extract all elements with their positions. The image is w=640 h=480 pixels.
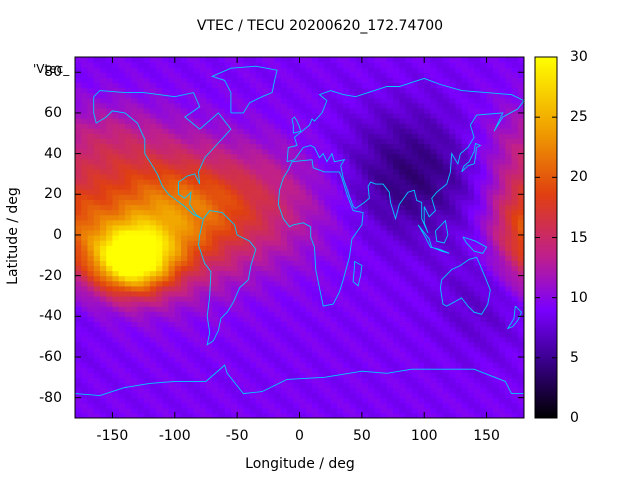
colorbar-tick-label: 30 bbox=[570, 49, 588, 65]
x-tick-label: 100 bbox=[410, 428, 438, 444]
new-zealand-coast bbox=[506, 305, 523, 330]
axis-tick-marks bbox=[75, 57, 524, 418]
vtec-heatmap bbox=[75, 57, 524, 418]
indonesia-coast bbox=[417, 224, 450, 254]
borneo-coast bbox=[434, 219, 449, 244]
x-tick-label: -100 bbox=[158, 428, 191, 444]
colorbar-tick-label: 10 bbox=[570, 289, 588, 306]
y-tick-label: 0 bbox=[53, 226, 62, 243]
south-america-coast bbox=[198, 210, 257, 346]
x-tick-label: 0 bbox=[295, 428, 304, 444]
colorbar-tick-marks bbox=[535, 56, 557, 419]
north-america-coast bbox=[93, 90, 232, 220]
greenland-coast bbox=[210, 65, 278, 114]
y-tick-label: 40 bbox=[44, 145, 62, 162]
antarctica-coast bbox=[75, 364, 524, 397]
colorbar-tick-label: 5 bbox=[570, 349, 579, 366]
coastline-outlines bbox=[75, 65, 524, 397]
eurasia-coast bbox=[286, 77, 524, 234]
australia-coast bbox=[439, 256, 491, 315]
y-tick-label: -40 bbox=[39, 308, 62, 325]
colorbar-tick-label: 15 bbox=[570, 229, 588, 246]
colorbar-tick-label: 25 bbox=[570, 109, 588, 126]
y-axis-label: Latitude / deg bbox=[5, 187, 21, 285]
y-tick-label: 60 bbox=[44, 104, 62, 121]
x-tick-label: -50 bbox=[225, 428, 249, 444]
x-tick-label: 150 bbox=[473, 428, 500, 444]
series-key-label: 'Vtec_ bbox=[33, 62, 70, 76]
y-tick-label: -60 bbox=[39, 348, 62, 365]
y-tick-label: -80 bbox=[39, 389, 62, 406]
y-tick-label: 20 bbox=[44, 186, 62, 203]
new-guinea-coast bbox=[462, 236, 488, 254]
africa-coast bbox=[277, 159, 364, 307]
colorbar-tick-label: 20 bbox=[570, 169, 588, 186]
y-tick-label: 80 bbox=[44, 64, 62, 81]
madagascar-coast bbox=[352, 261, 363, 287]
chart-title: VTEC / TECU 20200620_172.74700 bbox=[196, 18, 444, 34]
colorbar-tick-label: 0 bbox=[570, 410, 579, 426]
japan-coast bbox=[461, 142, 482, 173]
uk-coast bbox=[291, 116, 302, 134]
y-tick-label: -20 bbox=[39, 267, 62, 284]
x-tick-label: -150 bbox=[96, 428, 129, 444]
x-tick-label: 50 bbox=[352, 428, 371, 444]
x-axis-label: Longitude / deg bbox=[245, 456, 355, 472]
